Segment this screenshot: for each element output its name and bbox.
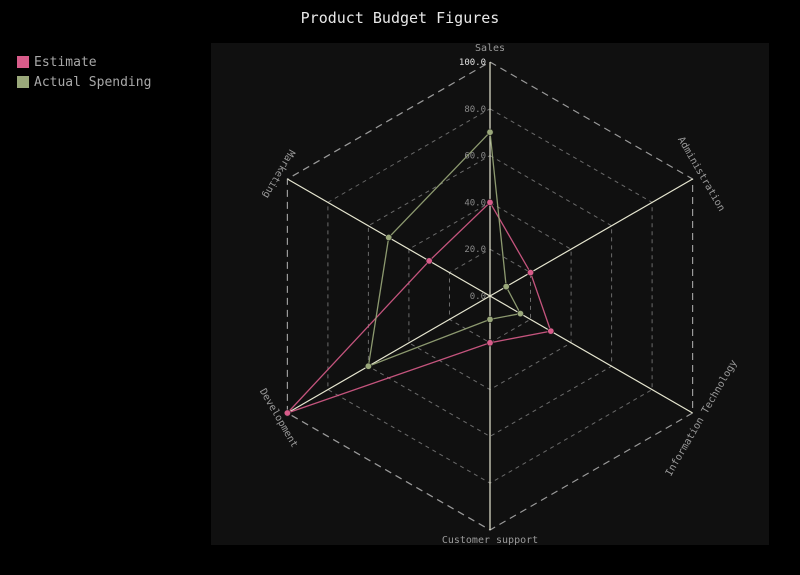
point-estimate-marketing[interactable] xyxy=(425,257,433,265)
radar-grid xyxy=(286,61,694,531)
r-tick-label-2: 40.0 xyxy=(464,198,486,208)
point-actual-spending-sales[interactable] xyxy=(486,128,494,136)
legend-label-estimate: Estimate xyxy=(34,54,97,70)
point-actual-spending-marketing[interactable] xyxy=(385,234,393,242)
axis-spoke-information-technology xyxy=(489,295,693,414)
legend: Estimate Actual Spending xyxy=(17,52,151,92)
legend-label-actual-spending: Actual Spending xyxy=(34,74,152,90)
legend-item-actual-spending[interactable]: Actual Spending xyxy=(17,72,151,92)
r-tick-label-4: 80.0 xyxy=(464,105,486,115)
r-tick-label-5: 100.0 xyxy=(459,58,486,68)
r-tick-label-3: 60.0 xyxy=(464,152,486,162)
legend-swatch-actual-spending xyxy=(17,76,29,88)
point-estimate-information-technology[interactable] xyxy=(547,327,555,335)
point-estimate-administration[interactable] xyxy=(526,269,534,277)
axis-spoke-administration xyxy=(489,178,693,297)
point-actual-spending-administration[interactable] xyxy=(502,283,510,291)
legend-swatch-estimate xyxy=(17,56,29,68)
r-tick-label-0: 0.0 xyxy=(470,292,486,302)
legend-item-estimate[interactable]: Estimate xyxy=(17,52,151,72)
point-actual-spending-customer-support[interactable] xyxy=(486,315,494,323)
axis-label-customer-support: Customer support xyxy=(442,535,538,546)
point-actual-spending-development[interactable] xyxy=(364,362,372,370)
axis-spoke-development xyxy=(287,295,491,414)
point-estimate-customer-support[interactable] xyxy=(486,339,494,347)
r-tick-label-1: 20.0 xyxy=(464,245,486,255)
chart-title: Product Budget Figures xyxy=(300,9,500,27)
point-estimate-sales[interactable] xyxy=(486,198,494,206)
axis-label-sales: Sales xyxy=(475,43,505,54)
point-actual-spending-information-technology[interactable] xyxy=(516,310,524,318)
point-estimate-development[interactable] xyxy=(283,409,291,417)
series-layer xyxy=(283,128,555,417)
